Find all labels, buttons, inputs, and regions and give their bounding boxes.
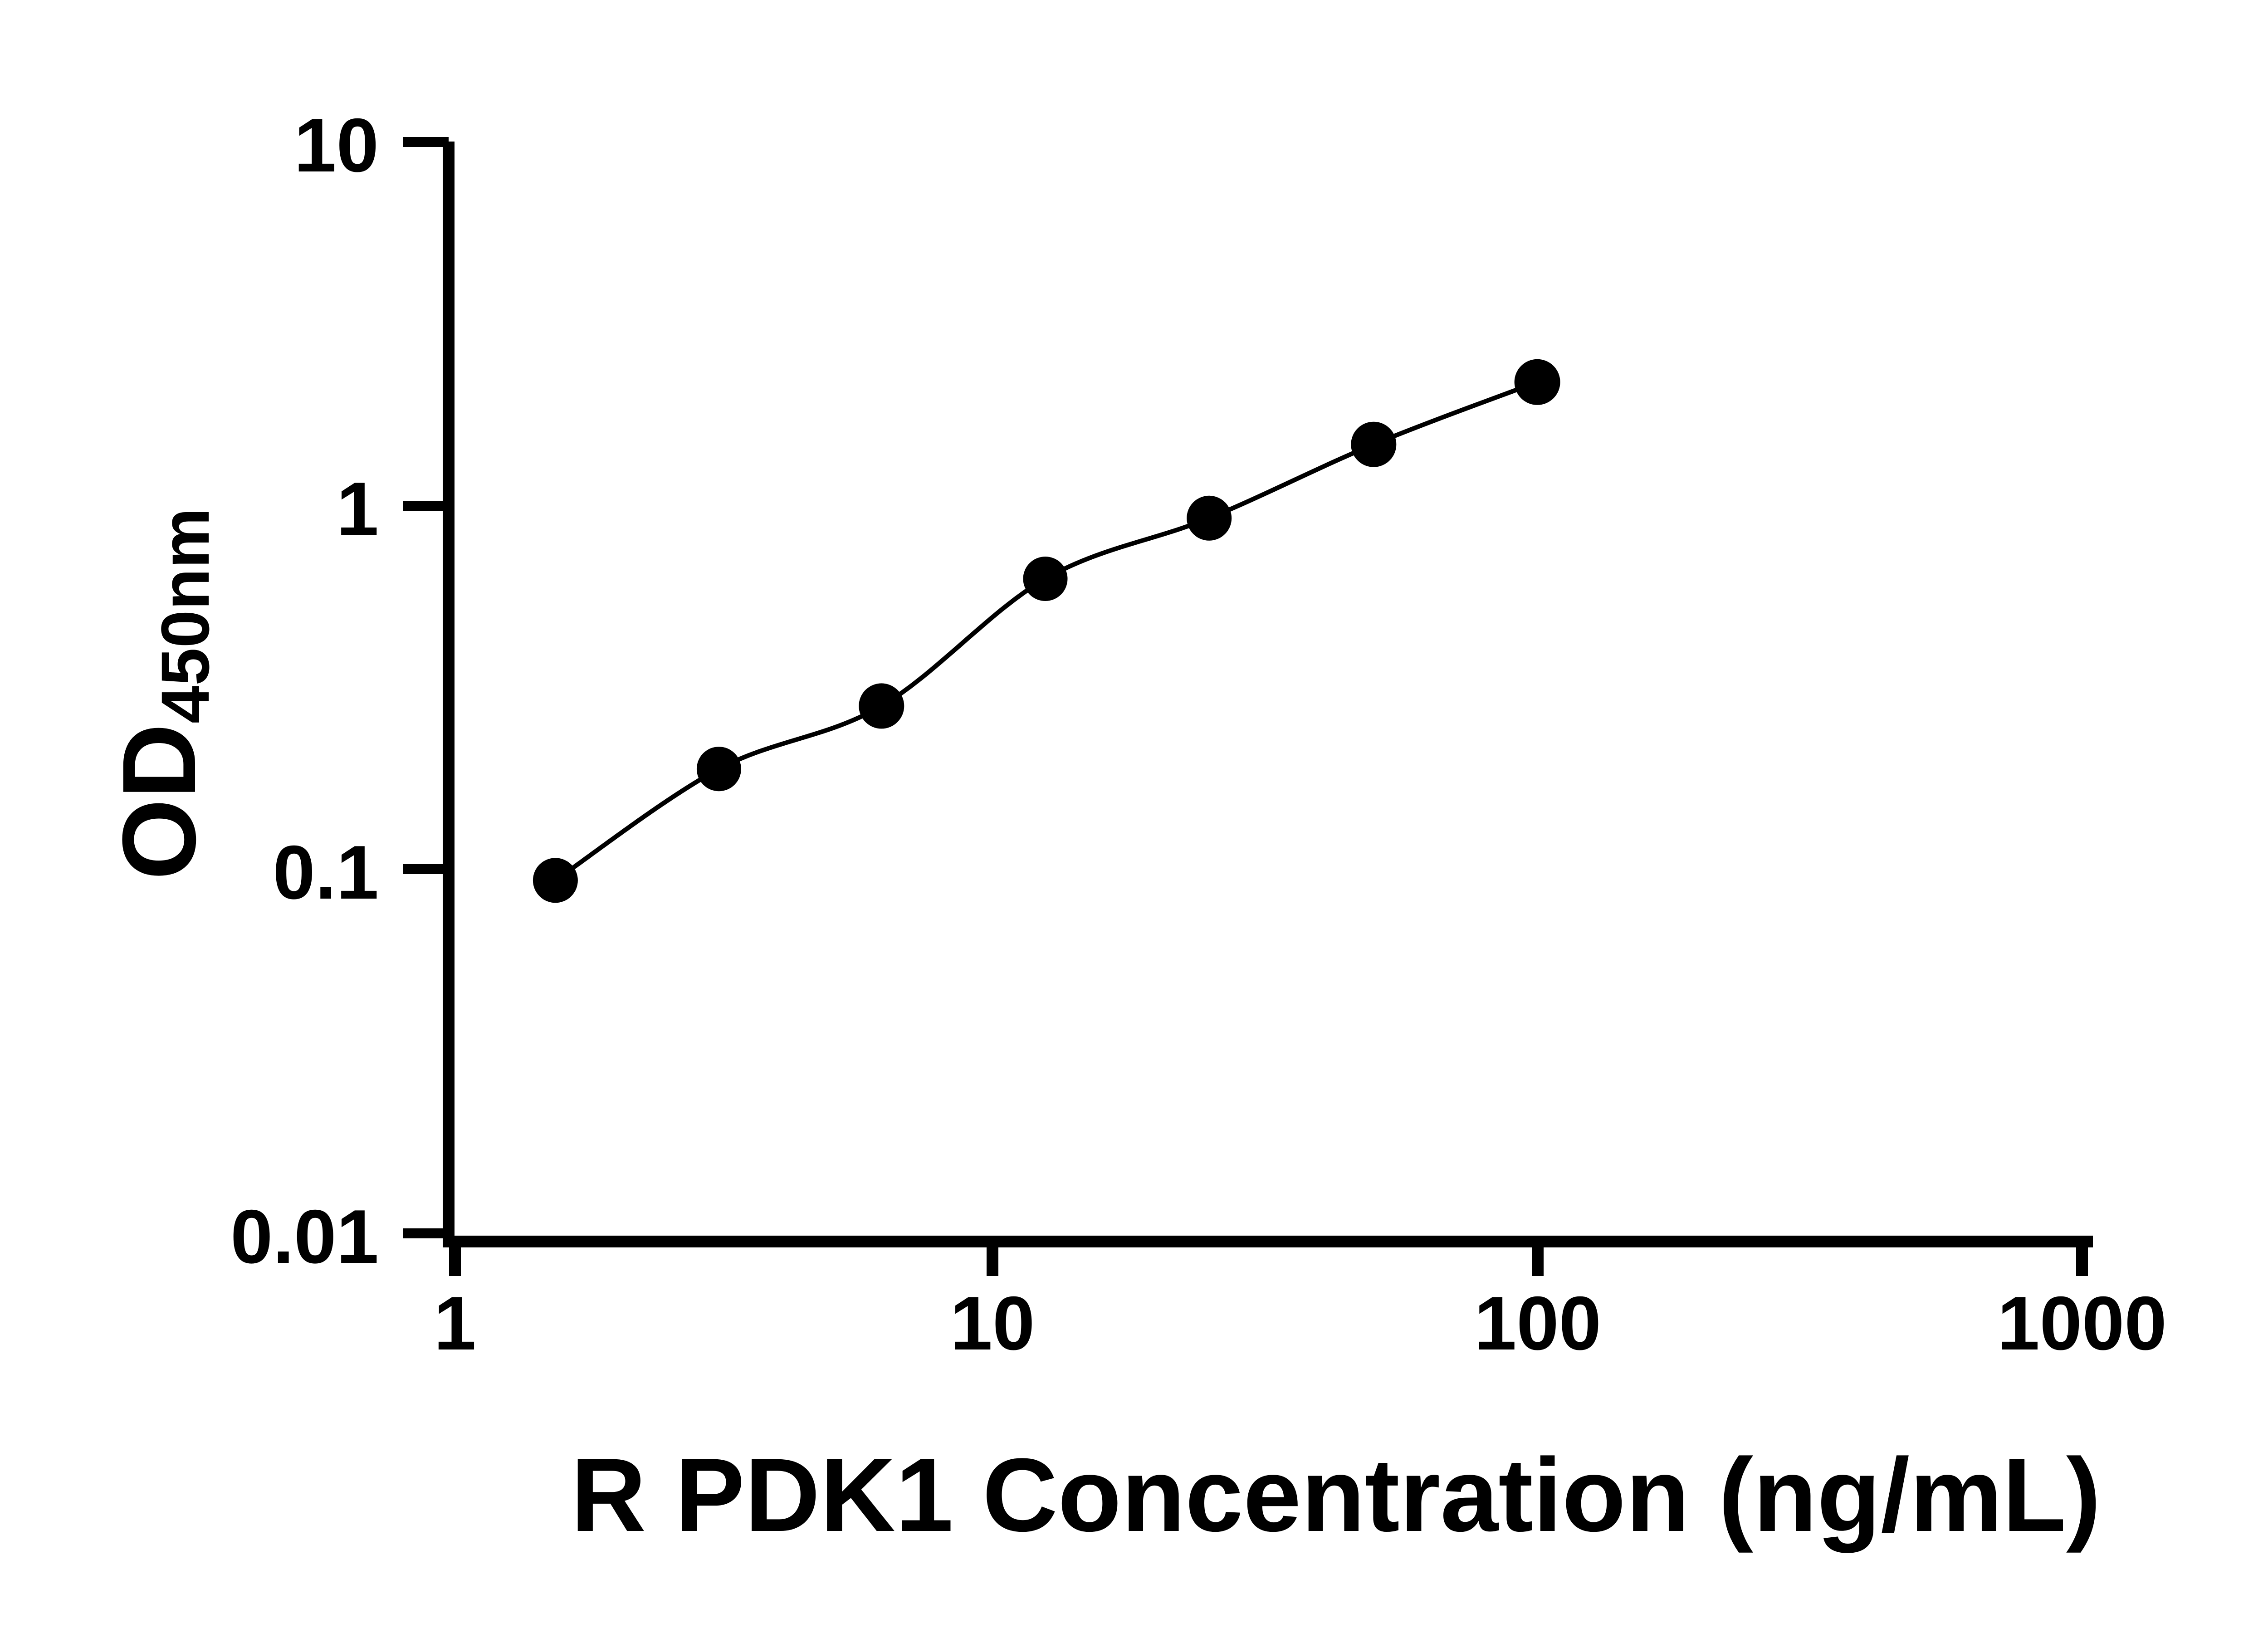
svg-text:100: 100	[1474, 1281, 1601, 1366]
svg-text:R PDK1 Concentration (ng/mL): R PDK1 Concentration (ng/mL)	[571, 1437, 2101, 1553]
svg-text:0.01: 0.01	[230, 1194, 379, 1279]
svg-text:10: 10	[294, 103, 379, 188]
svg-text:1: 1	[337, 466, 379, 552]
svg-text:10: 10	[950, 1281, 1035, 1366]
svg-text:0.1: 0.1	[273, 830, 379, 915]
svg-text:1000: 1000	[1997, 1281, 2167, 1366]
svg-text:1: 1	[434, 1281, 476, 1366]
